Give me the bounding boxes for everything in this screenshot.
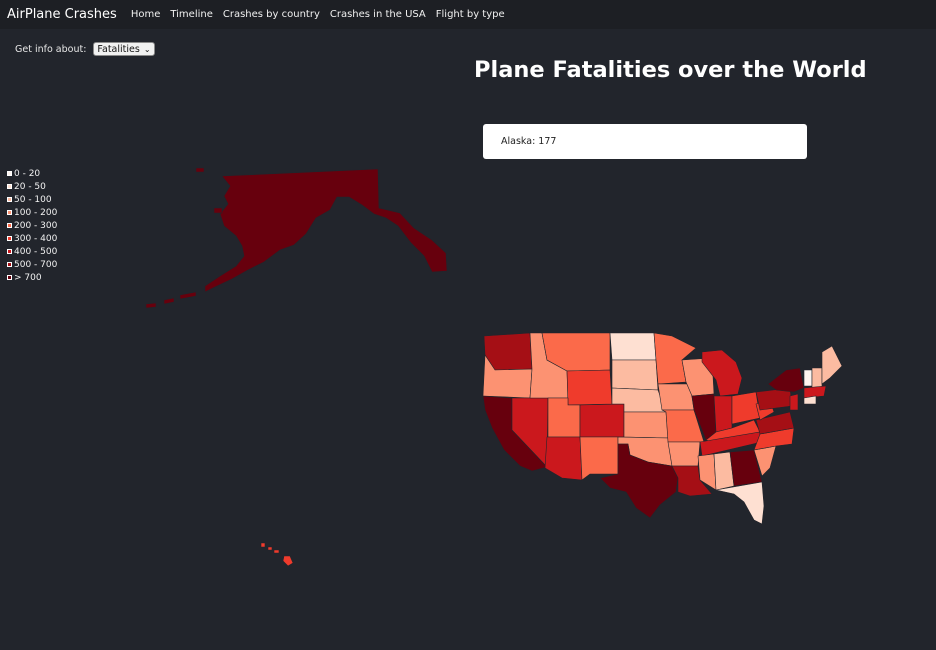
legend-label: 20 - 50 bbox=[14, 181, 46, 192]
state-ohio[interactable] bbox=[731, 391, 761, 425]
state-indiana[interactable] bbox=[713, 395, 733, 433]
legend-swatch bbox=[7, 275, 12, 280]
top-navbar: AirPlane Crashes Home Timeline Crashes b… bbox=[0, 0, 936, 29]
state-louisiana[interactable] bbox=[671, 465, 713, 497]
legend-item: 200 - 300 bbox=[7, 219, 57, 232]
info-selector-row: Get info about: Fatalities ⌄ bbox=[15, 42, 155, 56]
state-new-jersey[interactable] bbox=[789, 393, 799, 411]
info-select-value: Fatalities bbox=[97, 43, 140, 55]
state-connecticut[interactable] bbox=[803, 395, 817, 405]
legend-item: 300 - 400 bbox=[7, 232, 57, 245]
page-title: Plane Fatalities over the World bbox=[474, 57, 867, 83]
legend-label: 400 - 500 bbox=[14, 246, 58, 257]
state-new-mexico[interactable] bbox=[579, 436, 619, 481]
legend-swatch bbox=[7, 210, 12, 215]
nav-link-home[interactable]: Home bbox=[130, 9, 161, 20]
legend-swatch bbox=[7, 223, 12, 228]
legend-item: 500 - 700 bbox=[7, 258, 57, 271]
state-arkansas[interactable] bbox=[667, 441, 701, 467]
legend-item: > 700 bbox=[7, 271, 57, 284]
legend-label: 500 - 700 bbox=[14, 259, 58, 270]
legend-item: 400 - 500 bbox=[7, 245, 57, 258]
state-info-card: Alaska: 177 bbox=[483, 124, 807, 159]
legend-item: 100 - 200 bbox=[7, 206, 57, 219]
state-alaska[interactable] bbox=[145, 167, 448, 309]
legend-label: > 700 bbox=[14, 272, 42, 283]
state-hawaii[interactable] bbox=[260, 542, 294, 567]
legend-label: 50 - 100 bbox=[14, 194, 52, 205]
state-new-york[interactable] bbox=[767, 367, 805, 393]
info-select-label: Get info about: bbox=[15, 43, 87, 55]
state-info-text: Alaska: 177 bbox=[501, 136, 557, 147]
state-north-dakota[interactable] bbox=[609, 332, 657, 361]
state-arizona[interactable] bbox=[544, 436, 583, 481]
state-maine[interactable] bbox=[821, 345, 843, 385]
state-kansas[interactable] bbox=[623, 411, 669, 439]
brand-link[interactable]: AirPlane Crashes bbox=[7, 7, 117, 22]
state-virginia[interactable] bbox=[755, 411, 795, 435]
state-wyoming[interactable] bbox=[566, 369, 613, 406]
legend-item: 0 - 20 bbox=[7, 167, 57, 180]
legend-label: 100 - 200 bbox=[14, 207, 58, 218]
nav-link-crashes-in-usa[interactable]: Crashes in the USA bbox=[329, 9, 426, 20]
nav-link-crashes-by-country[interactable]: Crashes by country bbox=[222, 9, 320, 20]
legend-swatch bbox=[7, 236, 12, 241]
legend-item: 50 - 100 bbox=[7, 193, 57, 206]
state-michigan[interactable] bbox=[701, 349, 743, 397]
state-colorado[interactable] bbox=[579, 403, 625, 438]
legend-swatch bbox=[7, 171, 12, 176]
chevron-down-icon: ⌄ bbox=[143, 44, 151, 54]
legend-swatch bbox=[7, 249, 12, 254]
legend-label: 0 - 20 bbox=[14, 168, 41, 179]
state-texas[interactable] bbox=[599, 443, 679, 519]
info-type-select[interactable]: Fatalities ⌄ bbox=[93, 42, 155, 56]
legend-label: 300 - 400 bbox=[14, 233, 58, 244]
state-florida[interactable] bbox=[715, 481, 765, 525]
legend-swatch bbox=[7, 197, 12, 202]
legend-swatch bbox=[7, 184, 12, 189]
state-vermont[interactable] bbox=[803, 369, 813, 387]
state-massachusetts[interactable] bbox=[803, 385, 827, 399]
legend-item: 20 - 50 bbox=[7, 180, 57, 193]
nav-link-flight-by-type[interactable]: Flight by type bbox=[435, 9, 505, 20]
legend-label: 200 - 300 bbox=[14, 220, 58, 231]
state-new-hampshire[interactable] bbox=[811, 367, 823, 389]
state-south-dakota[interactable] bbox=[611, 359, 659, 391]
nav-link-timeline[interactable]: Timeline bbox=[170, 9, 213, 20]
legend-swatch bbox=[7, 262, 12, 267]
map-legend: 0 - 20 20 - 50 50 - 100 100 - 200 200 - … bbox=[7, 167, 57, 284]
